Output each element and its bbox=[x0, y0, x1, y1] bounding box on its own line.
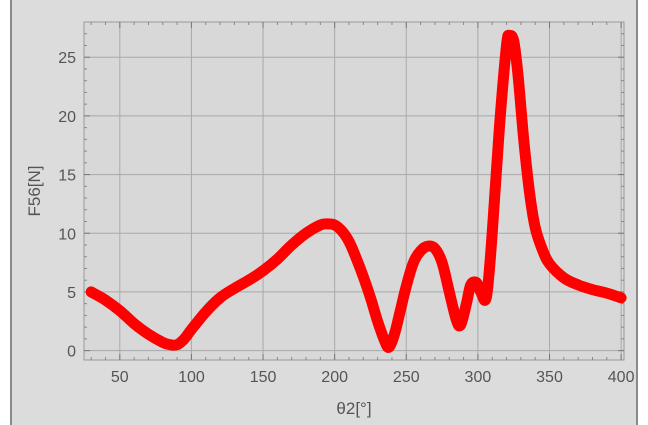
plot-area bbox=[83, 21, 625, 361]
grid-lines bbox=[84, 22, 624, 360]
right-frame-edge bbox=[636, 0, 638, 425]
right-frame-border bbox=[636, 0, 648, 425]
x-tick-label: 100 bbox=[178, 369, 205, 386]
left-frame-edge bbox=[10, 0, 12, 425]
y-axis-label: F56[N] bbox=[25, 165, 44, 216]
x-tick-label: 150 bbox=[250, 369, 277, 386]
x-tick-label: 250 bbox=[393, 369, 420, 386]
y-tick-label: 10 bbox=[58, 226, 76, 243]
data-series bbox=[85, 29, 627, 353]
y-tick-label: 20 bbox=[58, 109, 76, 126]
y-tick-label: 5 bbox=[67, 285, 76, 302]
series-line bbox=[85, 29, 627, 353]
x-tick-label: 200 bbox=[321, 369, 348, 386]
y-tick-label: 25 bbox=[58, 50, 76, 67]
axis-ticks bbox=[84, 22, 624, 360]
x-tick-label: 50 bbox=[111, 369, 129, 386]
left-frame-border bbox=[0, 0, 12, 425]
y-tick-label: 0 bbox=[67, 344, 76, 361]
x-axis-label: θ2[°] bbox=[336, 399, 371, 418]
y-tick-label: 15 bbox=[58, 168, 76, 185]
tick-labels: 50 100 150 200 250 300 350 400 0 5 10 15 20 25 bbox=[58, 50, 634, 386]
x-tick-label: 300 bbox=[465, 369, 492, 386]
x-tick-label: 350 bbox=[536, 369, 563, 386]
x-tick-label: 400 bbox=[608, 369, 635, 386]
